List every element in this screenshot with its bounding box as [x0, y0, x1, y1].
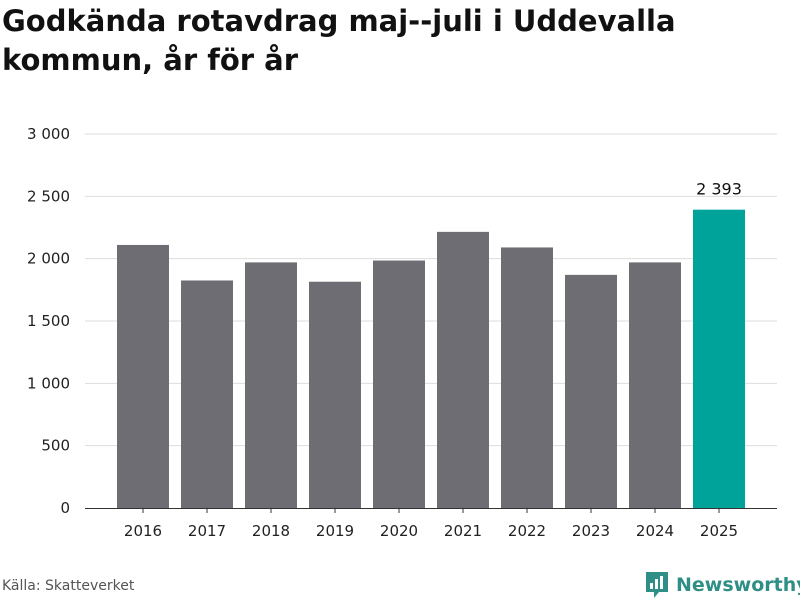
x-tick-label: 2019: [316, 522, 354, 540]
x-tick-label: 2025: [700, 522, 738, 540]
bar-2020: [373, 260, 425, 508]
bar-2017: [181, 280, 233, 508]
x-tick-label: 2023: [572, 522, 610, 540]
y-tick-label: 500: [41, 437, 70, 455]
data-labels: 2 393: [696, 180, 742, 199]
x-tick-label: 2018: [252, 522, 290, 540]
bar-2022: [501, 247, 553, 509]
bar-2021: [437, 231, 489, 508]
source-note: Källa: Skatteverket: [2, 578, 135, 594]
y-tick-label: 2 500: [27, 187, 70, 205]
data-label: 2 393: [696, 180, 742, 199]
bars: [117, 209, 745, 509]
brand-name: Newsworthy: [676, 574, 800, 596]
y-tick-label: 0: [60, 499, 70, 517]
x-tick-label: 2017: [188, 522, 226, 540]
y-tick-label: 1 500: [27, 312, 70, 330]
bar-2018: [245, 262, 297, 508]
bar-2019: [309, 281, 361, 508]
chart-title: Godkända rotavdrag maj--juli i Uddevalla…: [2, 4, 676, 77]
newsworthy-logo-icon: [646, 572, 668, 598]
brand-logo: Newsworthy: [644, 568, 800, 602]
x-tick-label: 2024: [636, 522, 674, 540]
y-tick-label: 1 000: [27, 374, 70, 392]
y-tick-label: 3 000: [27, 125, 70, 143]
x-tick-label: 2021: [444, 522, 482, 540]
x-tick-label: 2020: [380, 522, 418, 540]
y-axis-tick-labels: 0 500 1 000 1 500 2 000 2 500 3 000: [27, 125, 70, 517]
bar-2024: [629, 262, 681, 508]
x-tick-label: 2016: [124, 522, 162, 540]
bar-2025: [693, 209, 745, 508]
x-axis-tick-labels: 2016 2017 2018 2019 2020 2021 2022 2023 2024 2025: [124, 508, 738, 540]
bar-2016: [117, 244, 169, 508]
bar-2023: [565, 274, 617, 508]
x-tick-label: 2022: [508, 522, 546, 540]
y-tick-label: 2 000: [27, 250, 70, 268]
